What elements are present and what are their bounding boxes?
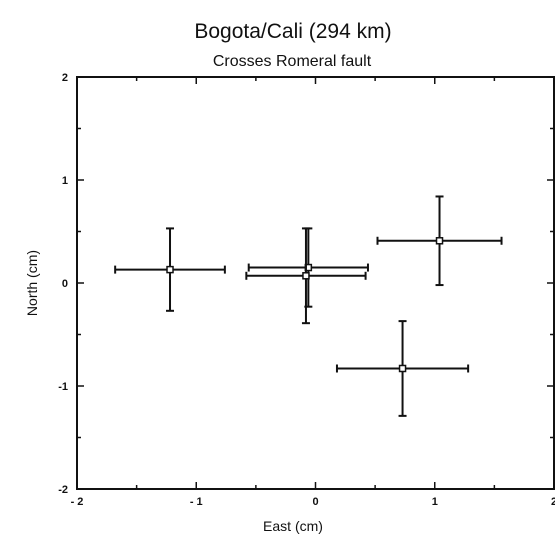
y-tick-label: -1 xyxy=(58,381,68,393)
points-layer xyxy=(114,195,503,417)
x-tick-label: - 2 xyxy=(71,496,84,508)
chart-title: Bogota/Cali (294 km) xyxy=(194,20,391,43)
data-point xyxy=(335,320,470,417)
point-marker xyxy=(435,237,444,245)
y-tick-label: 1 xyxy=(62,175,68,187)
ticks-layer: - 2 - 1 0 1 2 -2 -1 0 1 2 xyxy=(58,72,555,508)
y-tick-label: 2 xyxy=(62,72,68,84)
y-axis-label: North (cm) xyxy=(24,250,40,316)
chart-subtitle: Crosses Romeral fault xyxy=(213,53,372,70)
x-axis-label: East (cm) xyxy=(263,518,323,534)
data-point xyxy=(245,227,367,325)
data-point xyxy=(376,195,503,287)
x-tick-label: 1 xyxy=(432,496,438,508)
point-marker xyxy=(166,265,174,274)
data-point xyxy=(114,227,226,312)
data-point xyxy=(247,227,369,308)
y-tick-label: -2 xyxy=(58,484,68,496)
x-tick-label: 0 xyxy=(312,496,318,508)
x-tick-label: - 1 xyxy=(190,496,203,508)
plot-frame xyxy=(76,76,555,490)
y-tick-label: 0 xyxy=(62,278,68,290)
point-marker xyxy=(398,364,407,373)
point-marker xyxy=(302,272,310,280)
x-tick-label: 2 xyxy=(551,496,555,508)
